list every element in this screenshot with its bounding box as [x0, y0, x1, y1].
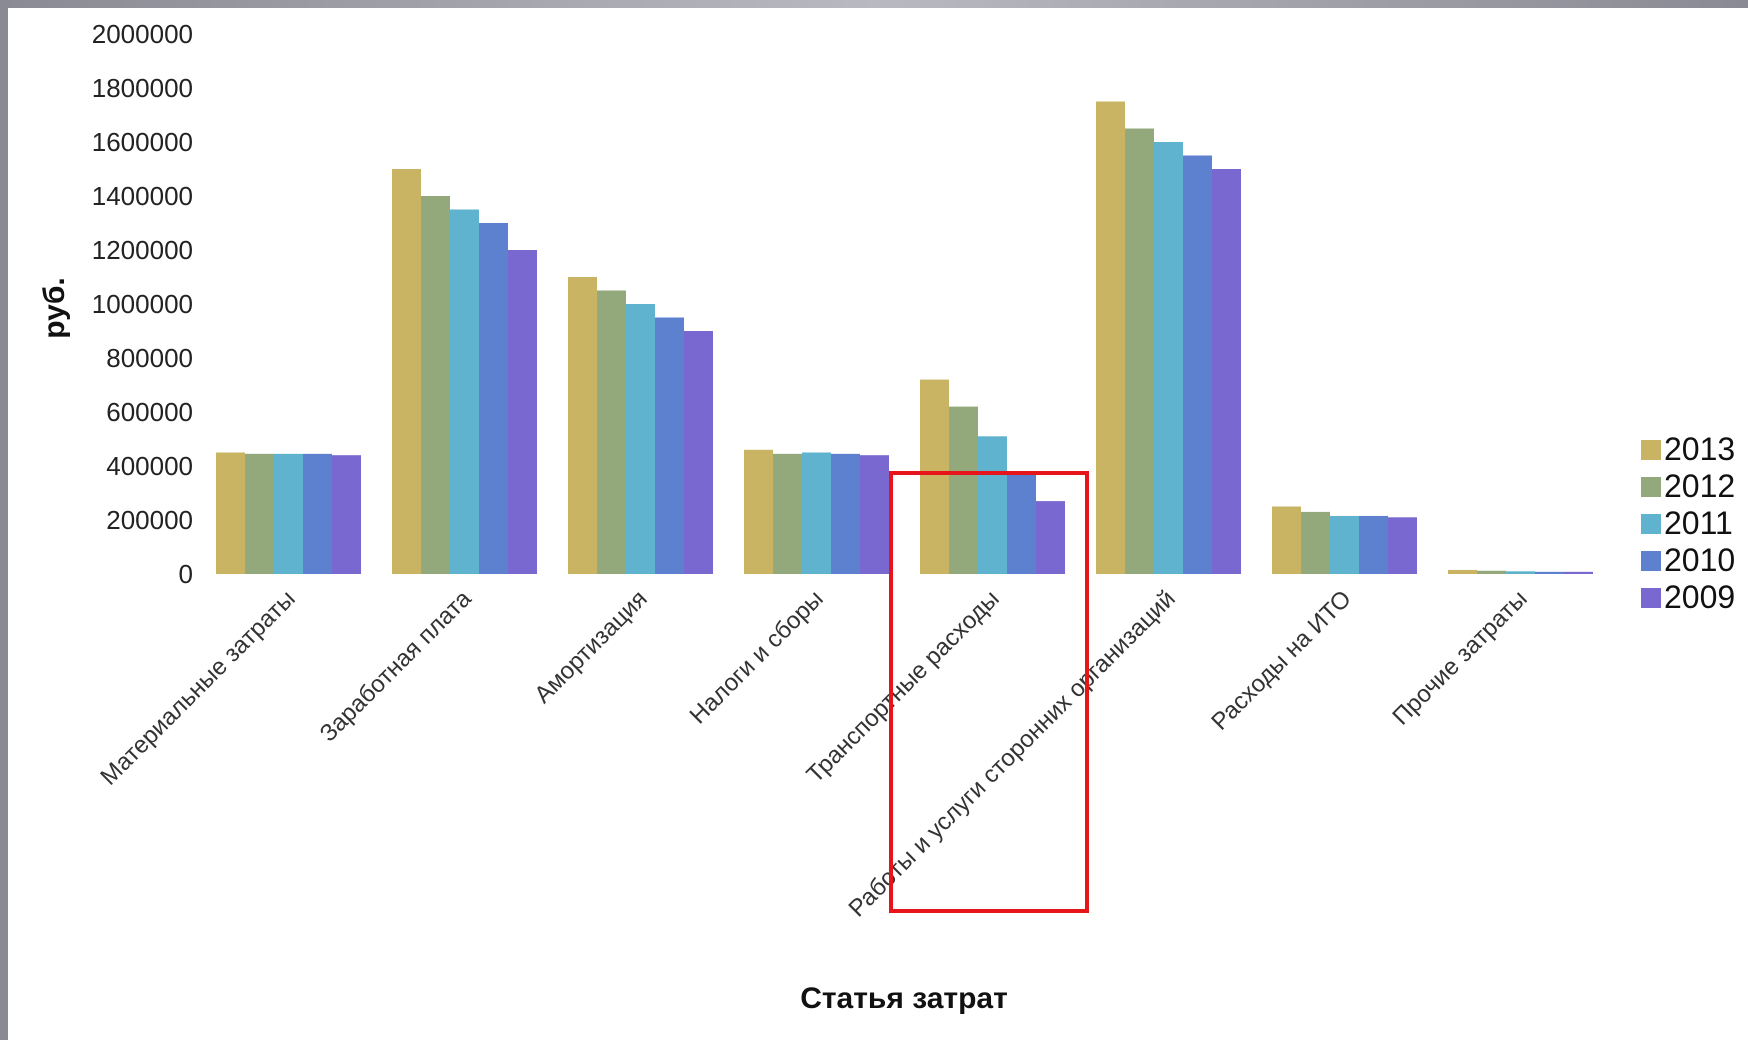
bar-2009-3 — [860, 455, 889, 574]
bar-2012-5 — [1125, 128, 1154, 574]
y-tick-label: 0 — [179, 559, 193, 589]
y-tick-label: 1600000 — [92, 127, 193, 157]
bar-2009-7 — [1564, 571, 1593, 574]
y-axis: 0 200000 400000 600000 800000 1000000 1200000 1… — [92, 19, 193, 589]
bar-2011-2 — [626, 304, 655, 574]
bar-2012-1 — [421, 196, 450, 574]
bar-2012-2 — [597, 290, 626, 574]
bars-group — [216, 101, 1593, 574]
bar-2009-2 — [684, 331, 713, 574]
bar-2010-3 — [831, 453, 860, 574]
bar-2009-5 — [1212, 169, 1241, 574]
bar-2011-1 — [450, 209, 479, 574]
x-category-label: Прочие затраты — [1387, 585, 1532, 730]
bar-2010-7 — [1535, 571, 1564, 574]
x-category-label: Материальные затраты — [95, 585, 300, 790]
legend-swatch — [1641, 514, 1661, 534]
bar-2013-1 — [392, 169, 421, 574]
y-tick-label: 1400000 — [92, 181, 193, 211]
bar-2011-4 — [978, 436, 1007, 574]
y-axis-title: руб. — [38, 277, 71, 338]
bar-chart: 0 200000 400000 600000 800000 1000000 1200000 1… — [38, 19, 1735, 1015]
bar-2012-0 — [245, 453, 274, 574]
y-tick-label: 800000 — [106, 343, 193, 373]
x-category-label: Заработная плата — [315, 585, 478, 748]
bar-2013-3 — [744, 449, 773, 574]
x-axis-labels: Материальные затраты Заработная плата Амор… — [95, 585, 1532, 923]
bar-2013-2 — [568, 277, 597, 574]
bar-2013-6 — [1272, 506, 1301, 574]
y-tick-label: 1200000 — [92, 235, 193, 265]
legend-label: 2012 — [1664, 468, 1735, 504]
bar-2011-0 — [274, 453, 303, 574]
bar-2013-0 — [216, 452, 245, 574]
legend-swatch — [1641, 551, 1661, 571]
x-category-label: Работы и услуги сторонних организаций — [844, 585, 1181, 922]
y-tick-label: 600000 — [106, 397, 193, 427]
x-category-label: Налоги и сборы — [685, 585, 829, 729]
bar-2012-7 — [1477, 570, 1506, 574]
legend-swatch — [1641, 477, 1661, 497]
bar-2009-0 — [332, 455, 361, 574]
x-axis-title: Статья затрат — [800, 982, 1008, 1015]
bar-2010-6 — [1359, 515, 1388, 574]
bar-2010-2 — [655, 317, 684, 574]
highlight-rectangle — [889, 471, 1089, 913]
y-tick-label: 200000 — [106, 505, 193, 535]
legend-label: 2011 — [1664, 505, 1733, 541]
legend-label: 2009 — [1664, 579, 1735, 615]
bar-2010-5 — [1183, 155, 1212, 574]
y-tick-label: 1800000 — [92, 73, 193, 103]
y-tick-label: 1000000 — [92, 289, 193, 319]
y-tick-label: 400000 — [106, 451, 193, 481]
x-category-label: Амортизация — [529, 585, 652, 708]
legend-label: 2010 — [1664, 542, 1735, 578]
bar-2011-6 — [1330, 515, 1359, 574]
bar-2011-7 — [1506, 571, 1535, 574]
bar-2010-0 — [303, 453, 332, 574]
bar-2011-3 — [802, 452, 831, 574]
x-category-label: Транспортные расходы — [801, 585, 1004, 788]
bar-2011-5 — [1154, 142, 1183, 574]
bar-2013-5 — [1096, 101, 1125, 574]
legend-swatch — [1641, 440, 1661, 460]
bar-2009-1 — [508, 250, 537, 574]
bar-2013-7 — [1448, 569, 1477, 574]
bar-2012-3 — [773, 453, 802, 574]
bar-2013-4 — [920, 379, 949, 574]
y-tick-label: 2000000 — [92, 19, 193, 49]
bar-2010-1 — [479, 223, 508, 574]
bar-2009-6 — [1388, 517, 1417, 574]
bar-2012-4 — [949, 406, 978, 574]
bar-2010-4 — [1007, 474, 1036, 574]
legend-label: 2013 — [1664, 431, 1735, 467]
chart-panel: 0 200000 400000 600000 800000 1000000 1200000 1… — [8, 8, 1748, 1040]
bar-2012-6 — [1301, 511, 1330, 574]
legend-swatch — [1641, 588, 1661, 608]
x-category-label: Расходы на ИТО — [1206, 585, 1356, 735]
bar-2009-4 — [1036, 501, 1065, 574]
